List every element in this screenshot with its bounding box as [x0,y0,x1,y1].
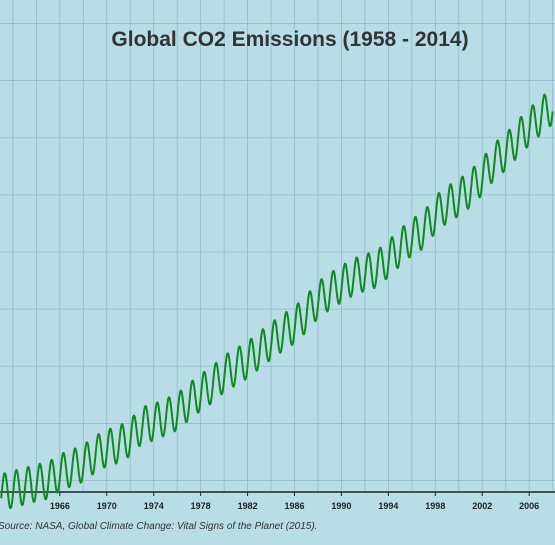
x-tick-label: 2006 [519,501,539,511]
chart-title: Global CO2 Emissions (1958 - 2014) [111,28,469,51]
x-tick-label: 1970 [97,501,117,511]
x-tick-labels: 1966 1970 1974 1978 1982 1986 1990 1994 1998 2002… [50,501,539,511]
source-caption: Source: NASA, Global Climate Change: Vit… [0,521,318,532]
x-tick-label: 1974 [144,501,164,511]
x-tick-label: 1978 [191,501,211,511]
x-tick-label: 1998 [425,501,445,511]
x-tick-label: 2002 [472,501,492,511]
series-line [0,93,554,510]
x-tick-label: 1966 [50,501,70,511]
x-tick-label: 1982 [238,501,258,511]
x-tick-label: 1986 [284,501,304,511]
x-tick-label: 1994 [378,501,398,511]
series-layer [0,93,554,510]
grid [0,0,555,492]
x-tick-label: 1990 [331,501,351,511]
x-axis [0,491,555,496]
